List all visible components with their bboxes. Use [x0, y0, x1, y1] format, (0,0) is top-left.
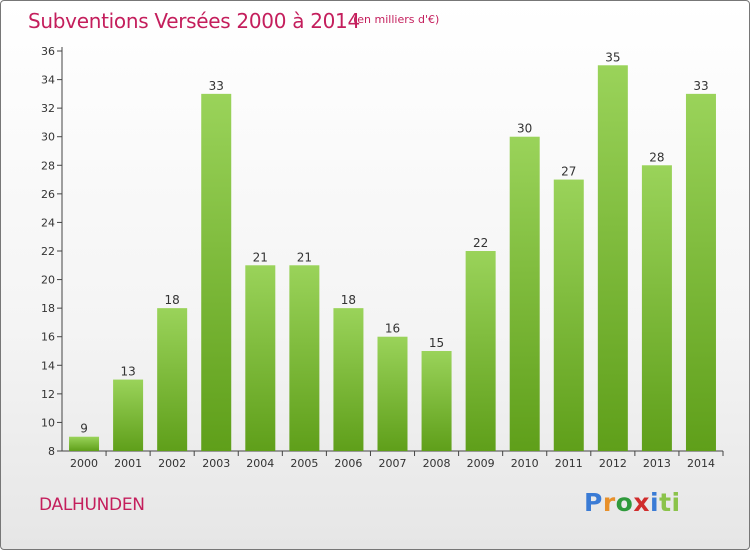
logo-letter: P: [584, 488, 603, 517]
bar: [597, 65, 628, 452]
logo-letter: o: [615, 488, 634, 517]
bar-value-label: 27: [561, 165, 576, 179]
y-tick-label: 26: [41, 188, 55, 201]
bar-value-label: 18: [341, 293, 356, 307]
x-tick-label: 2006: [334, 457, 362, 470]
y-tick-label: 22: [41, 245, 55, 258]
bars: [69, 65, 716, 452]
x-tick-label: 2010: [511, 457, 539, 470]
bar: [465, 251, 496, 451]
y-tick-label: 18: [41, 302, 55, 315]
bar-value-label: 21: [297, 250, 312, 264]
x-tick-label: 2003: [202, 457, 230, 470]
bar-value-label: 33: [693, 79, 708, 93]
bar: [509, 136, 540, 451]
y-tick-label: 20: [41, 274, 55, 287]
chart-title: Subventions Versées 2000 à 2014: [28, 9, 360, 33]
x-tick-label: 2005: [290, 457, 318, 470]
y-tick-label: 36: [41, 45, 55, 58]
commune-name: DALHUNDEN: [39, 495, 145, 515]
x-tick-label: 2011: [555, 457, 583, 470]
y-tick-label: 14: [41, 359, 55, 372]
bar-value-label: 21: [253, 250, 268, 264]
chart-subtitle: (en milliers d'€): [353, 13, 440, 26]
logo-letter: x: [633, 488, 650, 517]
y-tick-label: 8: [48, 445, 55, 458]
bar-value-label: 30: [517, 122, 532, 136]
bar: [421, 351, 452, 451]
data-labels: 9 13 18 33 21 21 18 16 15 22 30 27 35 28 33: [80, 50, 708, 435]
logo-letter: ti: [659, 488, 681, 517]
bar: [245, 265, 276, 451]
y-tick-label: 10: [41, 416, 55, 429]
x-tick-label: 2009: [467, 457, 495, 470]
x-tick-label: 2001: [114, 457, 142, 470]
x-tick-label: 2008: [423, 457, 451, 470]
bar: [333, 308, 364, 451]
bar-value-label: 33: [209, 79, 224, 93]
y-tick-label: 16: [41, 331, 55, 344]
bar: [157, 308, 188, 451]
x-tick-label: 2012: [599, 457, 627, 470]
bar-value-label: 16: [385, 322, 400, 336]
bar-value-label: 35: [605, 50, 620, 64]
axes: 8 10 12 14 16 18 20 22 24 26 28 30 32 34 36 2000 2001 200…: [41, 45, 724, 470]
x-tick-label: 2002: [158, 457, 186, 470]
proxiti-logo[interactable]: Proxiti: [584, 488, 681, 517]
bar-value-label: 15: [429, 336, 444, 350]
y-tick-label: 34: [41, 74, 55, 87]
bar: [377, 336, 408, 451]
bar: [113, 379, 144, 451]
y-tick-label: 12: [41, 388, 55, 401]
bar-value-label: 18: [165, 293, 180, 307]
bar: [641, 165, 672, 452]
bar: [69, 436, 100, 451]
bar: [289, 265, 320, 451]
logo-letter: r: [602, 488, 616, 517]
x-tick-label: 2014: [687, 457, 715, 470]
bar: [553, 179, 584, 452]
x-tick-label: 2013: [643, 457, 671, 470]
bar: [201, 93, 232, 451]
bar-value-label: 13: [120, 365, 135, 379]
bar-value-label: 9: [80, 422, 88, 436]
logo-letter: i: [650, 488, 660, 517]
bar-value-label: 22: [473, 236, 488, 250]
y-tick-label: 30: [41, 131, 55, 144]
y-tick-label: 28: [41, 159, 55, 172]
x-tick-label: 2004: [246, 457, 274, 470]
x-tick-label: 2000: [70, 457, 98, 470]
x-tick-label: 2007: [379, 457, 407, 470]
y-tick-label: 32: [41, 102, 55, 115]
bar-value-label: 28: [649, 150, 664, 164]
bar: [685, 93, 716, 451]
y-tick-label: 24: [41, 216, 55, 229]
